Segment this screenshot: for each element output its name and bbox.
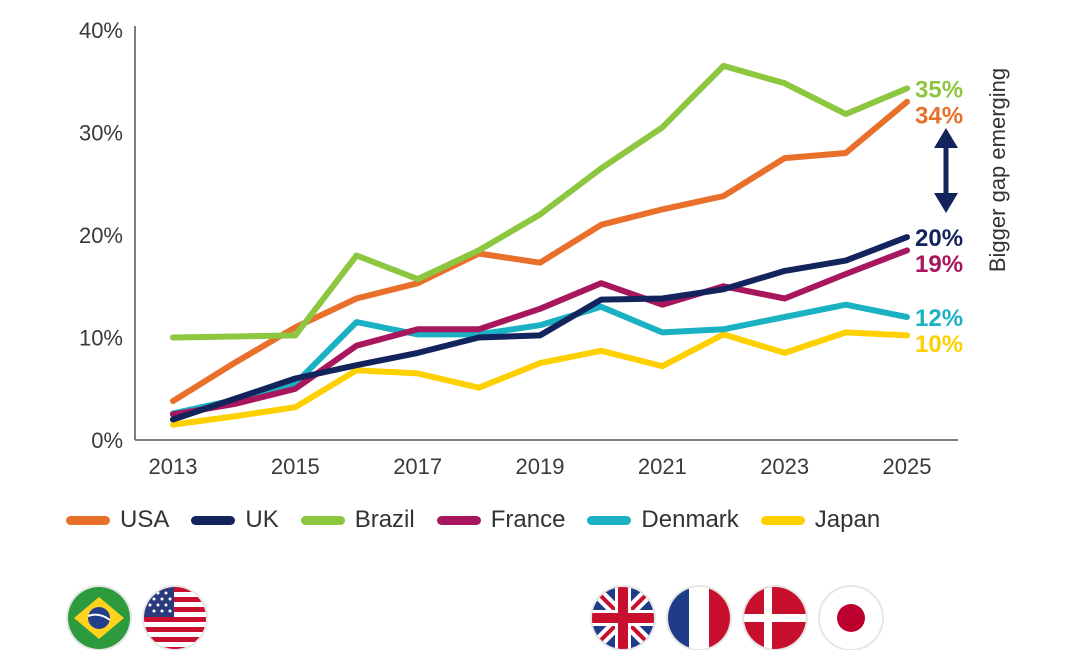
- legend-item-france: France: [436, 506, 566, 534]
- legend-label: Denmark: [641, 506, 739, 533]
- x-tick-label: 2013: [149, 454, 198, 479]
- legend-item-denmark: Denmark: [587, 506, 739, 534]
- line-chart: 0% 10% 20% 30% 40% 2013 2015 2017 2019 2021 2023 20…: [79, 18, 1010, 479]
- series-line-france: [170, 247, 910, 418]
- legend-label: USA: [120, 506, 170, 533]
- gap-annotation-text: Bigger gap emerging: [985, 68, 1010, 272]
- end-label-denmark: 12%: [915, 305, 963, 332]
- france-flag-icon: [668, 587, 730, 649]
- legend-label: UK: [245, 506, 279, 533]
- end-label-usa: 34%: [915, 102, 963, 129]
- series-end-labels: 35%34% 20%19% 12%10%: [915, 76, 963, 358]
- x-tick-label: 2015: [271, 454, 320, 479]
- denmark-flag-icon: [744, 587, 806, 649]
- series-line-japan: [170, 329, 910, 428]
- x-tick-label: 2023: [760, 454, 809, 479]
- gap-arrow-head-down: [934, 193, 958, 213]
- legend-swatch: [191, 515, 236, 525]
- legend-item-brazil: Brazil: [300, 506, 415, 534]
- legend-swatch: [436, 515, 481, 525]
- series-line-denmark: [170, 301, 910, 417]
- series-lines: [170, 62, 910, 428]
- legend-label: Brazil: [354, 506, 415, 533]
- series-line-brazil: [170, 62, 910, 341]
- legend-item-japan: Japan: [760, 506, 881, 534]
- gap-annotation: Bigger gap emerging: [934, 68, 1010, 272]
- chart-axes: [134, 26, 958, 441]
- x-tick-label: 2021: [638, 454, 687, 479]
- legend-swatch: [300, 515, 345, 525]
- y-tick-label: 30%: [79, 121, 123, 146]
- end-label-brazil: 35%: [915, 76, 963, 103]
- japan-flag-icon: [820, 587, 882, 649]
- y-tick-label: 0%: [91, 428, 123, 453]
- uk-flag-icon: [592, 587, 654, 649]
- end-label-france: 19%: [915, 251, 963, 278]
- series-line-usa: [170, 98, 910, 405]
- x-tick-label: 2017: [393, 454, 442, 479]
- x-tick-label: 2025: [883, 454, 932, 479]
- y-tick-label: 10%: [79, 326, 123, 351]
- legend-label: France: [490, 506, 566, 533]
- legend-swatch: [66, 515, 110, 525]
- y-tick-label: 20%: [79, 223, 123, 248]
- series-line-uk: [170, 234, 910, 423]
- legend-swatch: [760, 515, 805, 525]
- y-tick-label: 40%: [79, 18, 123, 43]
- chart-legend: USA UK Brazil France Denmark Japan: [66, 506, 902, 534]
- legend-item-usa: USA: [66, 506, 169, 534]
- brazil-flag-icon: [68, 587, 130, 649]
- legend-item-uk: UK: [191, 506, 279, 534]
- legend-label: Japan: [814, 506, 881, 533]
- end-label-japan: 10%: [915, 331, 963, 358]
- usa-flag-icon: [144, 587, 206, 649]
- x-tick-label: 2019: [516, 454, 565, 479]
- axis-tick-labels: 0% 10% 20% 30% 40% 2013 2015 2017 2019 2021 2023 20…: [79, 18, 932, 479]
- end-label-uk: 20%: [915, 225, 963, 252]
- legend-swatch: [587, 515, 632, 525]
- gap-arrow-head-up: [934, 128, 958, 148]
